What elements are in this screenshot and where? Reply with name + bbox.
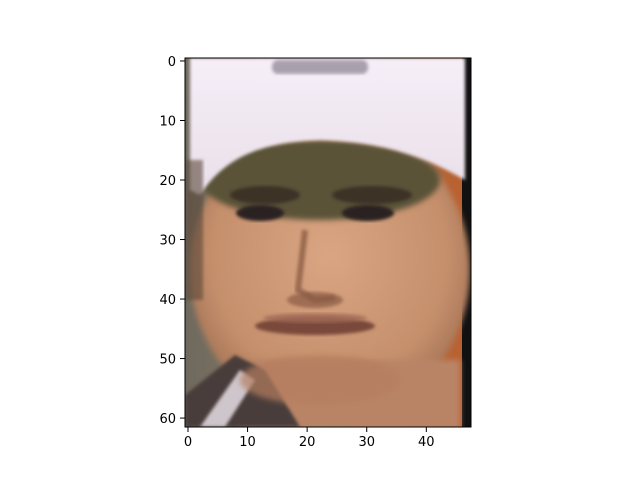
face-image: [185, 58, 471, 427]
y-tick-label: 40: [159, 293, 176, 308]
x-axis-ticks: 0 10 20 30 40: [184, 427, 435, 450]
axes-frame: [184, 57, 472, 428]
x-tick-label: 40: [418, 435, 435, 450]
x-tick-label: 20: [299, 435, 316, 450]
y-tick-label: 0: [168, 55, 176, 70]
y-tick-label: 60: [159, 412, 176, 427]
right-eye: [342, 205, 394, 221]
cap: [190, 58, 465, 195]
y-tick-label: 30: [159, 234, 176, 249]
y-tick-label: 50: [159, 353, 176, 368]
x-tick-label: 0: [184, 435, 192, 450]
x-tick-label: 30: [358, 435, 375, 450]
right-eyebrow: [332, 186, 412, 204]
y-tick-label: 20: [159, 174, 176, 189]
left-eyebrow: [230, 186, 300, 204]
x-tick-label: 10: [239, 435, 256, 450]
y-axis-ticks: 0 10 20 30 40 50 60: [159, 55, 185, 427]
left-eye: [236, 205, 284, 221]
y-tick-label: 10: [159, 114, 176, 129]
